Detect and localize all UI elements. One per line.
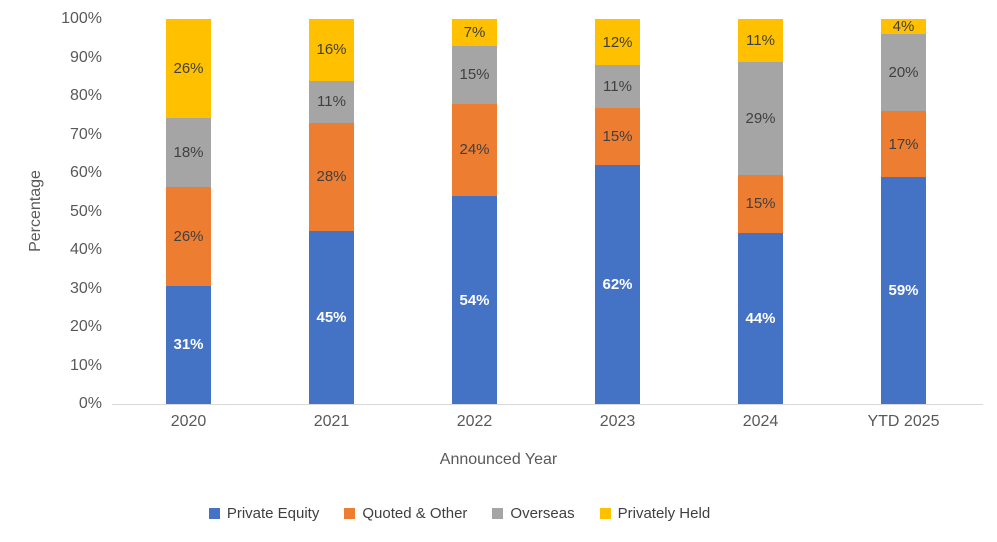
data-label-private-equity: 54% (459, 291, 490, 309)
stacked-bar-2023: 62% 15% 11% 12% (595, 19, 640, 404)
data-label-overseas: 29% (745, 109, 776, 127)
y-tick-label: 50% (69, 202, 102, 220)
segment-quoted-other: 26% (166, 186, 211, 286)
data-label-privately-held: 12% (602, 33, 633, 51)
bar-slot-2024: 44% 15% 29% 11% (689, 19, 832, 404)
data-label-privately-held: 26% (173, 60, 204, 78)
legend-label-overseas: Overseas (510, 505, 575, 522)
data-label-quoted-other: 15% (745, 195, 776, 213)
data-label-overseas: 11% (317, 93, 346, 111)
y-tick-label: 90% (69, 48, 102, 66)
data-label-privately-held: 11% (746, 31, 775, 49)
x-axis-line (112, 404, 983, 405)
legend-label-privately-held: Privately Held (617, 505, 711, 522)
segment-overseas: 15% (452, 45, 497, 104)
segment-private-equity: 45% (309, 230, 354, 404)
y-tick-label: 0% (78, 395, 102, 412)
segment-quoted-other: 24% (452, 103, 497, 197)
stacked-bar-2020: 31% 26% 18% 26% (166, 19, 211, 404)
legend-swatch-quoted-other-icon (344, 508, 356, 519)
data-label-private-equity: 45% (316, 308, 347, 326)
y-tick-label: 70% (69, 125, 102, 143)
data-label-privately-held: 4% (892, 18, 915, 36)
segment-private-equity: 44% (738, 232, 783, 404)
segment-privately-held: 11% (738, 19, 783, 62)
legend-label-private-equity: Private Equity (226, 505, 320, 522)
data-label-quoted-other: 24% (459, 141, 490, 159)
y-tick-label: 20% (69, 318, 102, 335)
data-label-quoted-other: 28% (316, 168, 347, 186)
segment-overseas: 11% (595, 65, 640, 108)
data-label-privately-held: 16% (316, 41, 347, 59)
legend-swatch-privately-held-icon (599, 508, 611, 519)
x-tick-label-2022: 2022 (456, 413, 493, 430)
stacked-bar-2021: 45% 28% 11% 16% (309, 19, 354, 404)
bar-slot-ytd-2025: 59% 17% 20% 4% (832, 19, 975, 404)
data-label-private-equity: 62% (602, 276, 633, 294)
legend-swatch-private-equity-icon (208, 508, 220, 519)
data-label-overseas: 11% (603, 77, 632, 95)
legend-item-quoted-other: Quoted & Other (344, 505, 467, 522)
data-label-private-equity: 44% (745, 309, 776, 327)
segment-privately-held: 16% (309, 19, 354, 81)
data-label-privately-held: 7% (463, 24, 486, 41)
data-label-private-equity: 59% (888, 281, 919, 299)
legend-label-quoted-other: Quoted & Other (362, 505, 468, 522)
y-tick-label: 10% (69, 356, 102, 374)
segment-overseas: 20% (881, 34, 926, 112)
y-tick-label: 30% (69, 279, 102, 297)
x-axis-tick-labels: 2020 2021 2022 2023 2024 YTD 2025 (117, 413, 975, 431)
segment-quoted-other: 17% (881, 111, 926, 177)
segment-quoted-other: 15% (595, 107, 640, 166)
y-tick-label: 60% (69, 164, 102, 181)
segment-quoted-other: 28% (309, 122, 354, 231)
plot-area: 31% 26% 18% 26% 45% 28% 11% 16% 54% 24% 15% 7% 62% 15… (117, 19, 975, 404)
segment-overseas: 29% (738, 61, 783, 175)
x-tick-label-2021: 2021 (313, 413, 350, 430)
data-label-quoted-other: 15% (602, 127, 633, 145)
x-tick-label-2023: 2023 (599, 413, 636, 430)
segment-private-equity: 31% (166, 285, 211, 404)
y-tick-label: 100% (61, 10, 102, 27)
data-label-quoted-other: 26% (173, 227, 204, 245)
legend-item-privately-held: Privately Held (599, 505, 711, 522)
segment-overseas: 11% (309, 80, 354, 123)
bar-slot-2022: 54% 24% 15% 7% (403, 19, 546, 404)
segment-privately-held: 26% (166, 19, 211, 119)
segment-privately-held: 12% (595, 19, 640, 66)
x-axis-title: Announced Year (439, 451, 558, 468)
legend-item-overseas: Overseas (492, 505, 575, 522)
y-tick-label: 80% (69, 87, 102, 104)
data-label-private-equity: 31% (173, 336, 204, 354)
segment-private-equity: 54% (452, 196, 497, 404)
y-tick-label: 40% (69, 241, 102, 258)
data-label-quoted-other: 17% (888, 135, 919, 153)
segment-overseas: 18% (166, 118, 211, 187)
data-label-overseas: 20% (888, 64, 919, 82)
legend-item-private-equity: Private Equity (208, 505, 320, 522)
legend: Private Equity Quoted & Other Overseas Priv… (0, 505, 958, 522)
segment-private-equity: 62% (595, 165, 640, 404)
segment-privately-held: 7% (452, 19, 497, 46)
x-tick-label-2020: 2020 (170, 413, 207, 430)
data-label-overseas: 15% (459, 66, 490, 84)
stacked-bar-2024: 44% 15% 29% 11% (738, 19, 783, 404)
segment-privately-held: 4% (881, 18, 926, 36)
segment-quoted-other: 15% (738, 174, 783, 233)
bar-slot-2020: 31% 26% 18% 26% (117, 19, 260, 404)
bar-slot-2023: 62% 15% 11% 12% (546, 19, 689, 404)
legend-swatch-overseas-icon (492, 508, 504, 519)
data-label-overseas: 18% (173, 143, 204, 161)
stacked-bar-ytd-2025: 59% 17% 20% 4% (881, 19, 926, 404)
y-axis-ticks: 0% 10% 20% 30% 40% 50% 60% 70% 80% 90% 100% (0, 11, 102, 412)
stacked-bar-2022: 54% 24% 15% 7% (452, 19, 497, 404)
x-tick-label-ytd-2025: YTD 2025 (867, 413, 940, 430)
bar-slot-2021: 45% 28% 11% 16% (260, 19, 403, 404)
x-tick-label-2024: 2024 (742, 413, 779, 430)
segment-private-equity: 59% (881, 176, 926, 404)
